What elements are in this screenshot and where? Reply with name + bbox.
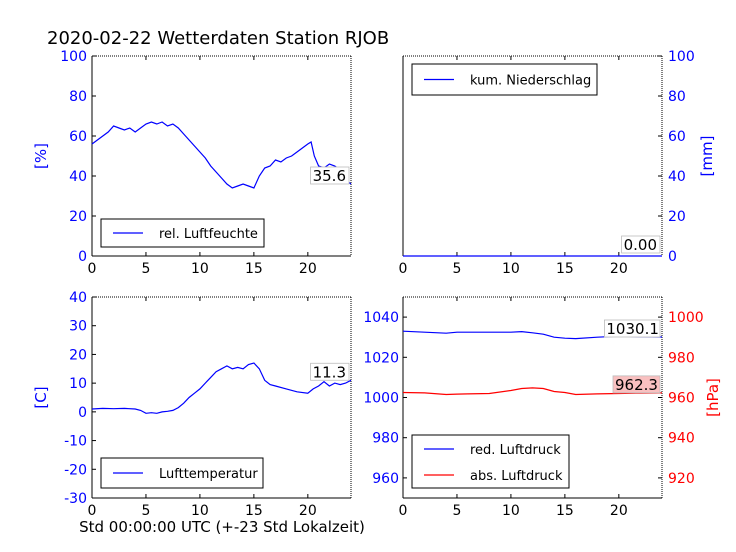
y-tick-label: 20 (69, 209, 87, 225)
y-tick-label: 60 (668, 129, 686, 145)
x-tick-label: 5 (141, 261, 150, 277)
x-tick-label: 15 (245, 503, 263, 519)
panel-humidity: 0 5 10 15 20 0 20 40 60 80 100 [%] 35.6 rel. Luftfeuc… (32, 49, 352, 277)
x-tick-label: 10 (191, 261, 209, 277)
y-tick-label-right: 940 (668, 431, 695, 447)
y-tick-label: 60 (69, 129, 87, 145)
value-label: 962.3 (615, 376, 658, 394)
y-tick-label: 980 (372, 431, 399, 447)
x-tick-label: 5 (141, 503, 150, 519)
y-tick-label: 80 (69, 89, 87, 105)
y-tick-label: -30 (64, 491, 87, 507)
x-tick-label: 10 (502, 503, 520, 519)
x-tick-label: 0 (399, 503, 408, 519)
value-label: 35.6 (313, 167, 346, 185)
y-tick-label: -20 (64, 462, 87, 478)
y-tick-label-right: 1000 (668, 310, 704, 326)
y-tick-label: 10 (69, 376, 87, 392)
value-label: 0.00 (624, 236, 657, 254)
x-tick-label: 20 (299, 261, 317, 277)
y-tick-label: 1040 (363, 310, 399, 326)
y-axis-label: [C] (32, 386, 50, 408)
x-tick-label: 10 (502, 261, 520, 277)
value-box (310, 166, 350, 185)
y-tick-label: 80 (668, 89, 686, 105)
panel-pressure: 0 5 10 15 20 960 980 1000 1020 1040 920 940 960 980 10… (363, 296, 722, 519)
y-tick-label: 40 (69, 169, 87, 185)
value-label: 11.3 (313, 363, 346, 381)
y-tick-label: 100 (60, 49, 87, 65)
x-tick-label: 0 (399, 261, 408, 277)
y-tick-label: 20 (668, 209, 686, 225)
y-axis-label: [mm] (698, 136, 716, 177)
y-tick-label: 1020 (363, 350, 399, 366)
x-tick-label: 10 (191, 503, 209, 519)
value-box (310, 362, 350, 381)
x-tick-label: 15 (556, 261, 574, 277)
panel-temperature: 0 5 10 15 20 -30 -20 -10 0 10 20 30 40 [C] 11.3 Lufttem… (32, 290, 352, 519)
y-tick-label: 40 (668, 169, 686, 185)
x-tick-label: 20 (299, 503, 317, 519)
x-tick-label: 20 (610, 261, 628, 277)
y-tick-label: 100 (668, 49, 695, 65)
y-tick-label: 20 (69, 347, 87, 363)
y-tick-label-right: 960 (668, 391, 695, 407)
y-tick-label: 0 (78, 249, 87, 265)
x-tick-label: 15 (556, 503, 574, 519)
value-box (604, 319, 661, 338)
series-line-pressure-1 (402, 387, 663, 396)
legend-label: kum. Niederschlag (470, 74, 591, 89)
legend-label: red. Luftdruck (470, 443, 561, 458)
x-tick-label: 0 (88, 261, 97, 277)
legend-label: Lufttemperatur (159, 467, 258, 482)
x-tick-label: 5 (452, 503, 461, 519)
y-tick-label: -10 (64, 434, 87, 450)
legend-label: abs. Luftdruck (470, 469, 563, 484)
x-tick-label: 15 (245, 261, 263, 277)
legend-box (411, 434, 570, 489)
panel-precipitation: 0 5 10 15 20 0 20 40 60 80 100 [mm] 0.00 kum. Nieders… (399, 49, 716, 277)
value-box (621, 235, 661, 254)
y-tick-label: 960 (372, 471, 399, 487)
y-tick-label: 0 (668, 249, 677, 265)
y-tick-label: 40 (69, 290, 87, 306)
y-tick-label-right: 980 (668, 350, 695, 366)
y-tick-label: 1000 (363, 391, 399, 407)
x-tick-label: 0 (88, 503, 97, 519)
figure-title: 2020-02-22 Wetterdaten Station RJOB (47, 28, 389, 49)
value-label: 1030.1 (606, 320, 659, 338)
shared-xlabel: Std 00:00:00 UTC (+-23 Std Lokalzeit) (79, 518, 365, 536)
y-tick-label: 30 (69, 319, 87, 335)
y-tick-label: 0 (78, 405, 87, 421)
y-axis-label: [%] (32, 143, 50, 169)
series-line-temperature-0 (91, 362, 352, 414)
y-axis-label: [hPa] (704, 378, 722, 417)
legend-label: rel. Luftfeuchte (159, 227, 258, 242)
x-tick-label: 20 (610, 503, 628, 519)
y-tick-label-right: 920 (668, 471, 695, 487)
x-tick-label: 5 (452, 261, 461, 277)
value-box (612, 375, 661, 394)
series-line-humidity-0 (91, 121, 352, 189)
